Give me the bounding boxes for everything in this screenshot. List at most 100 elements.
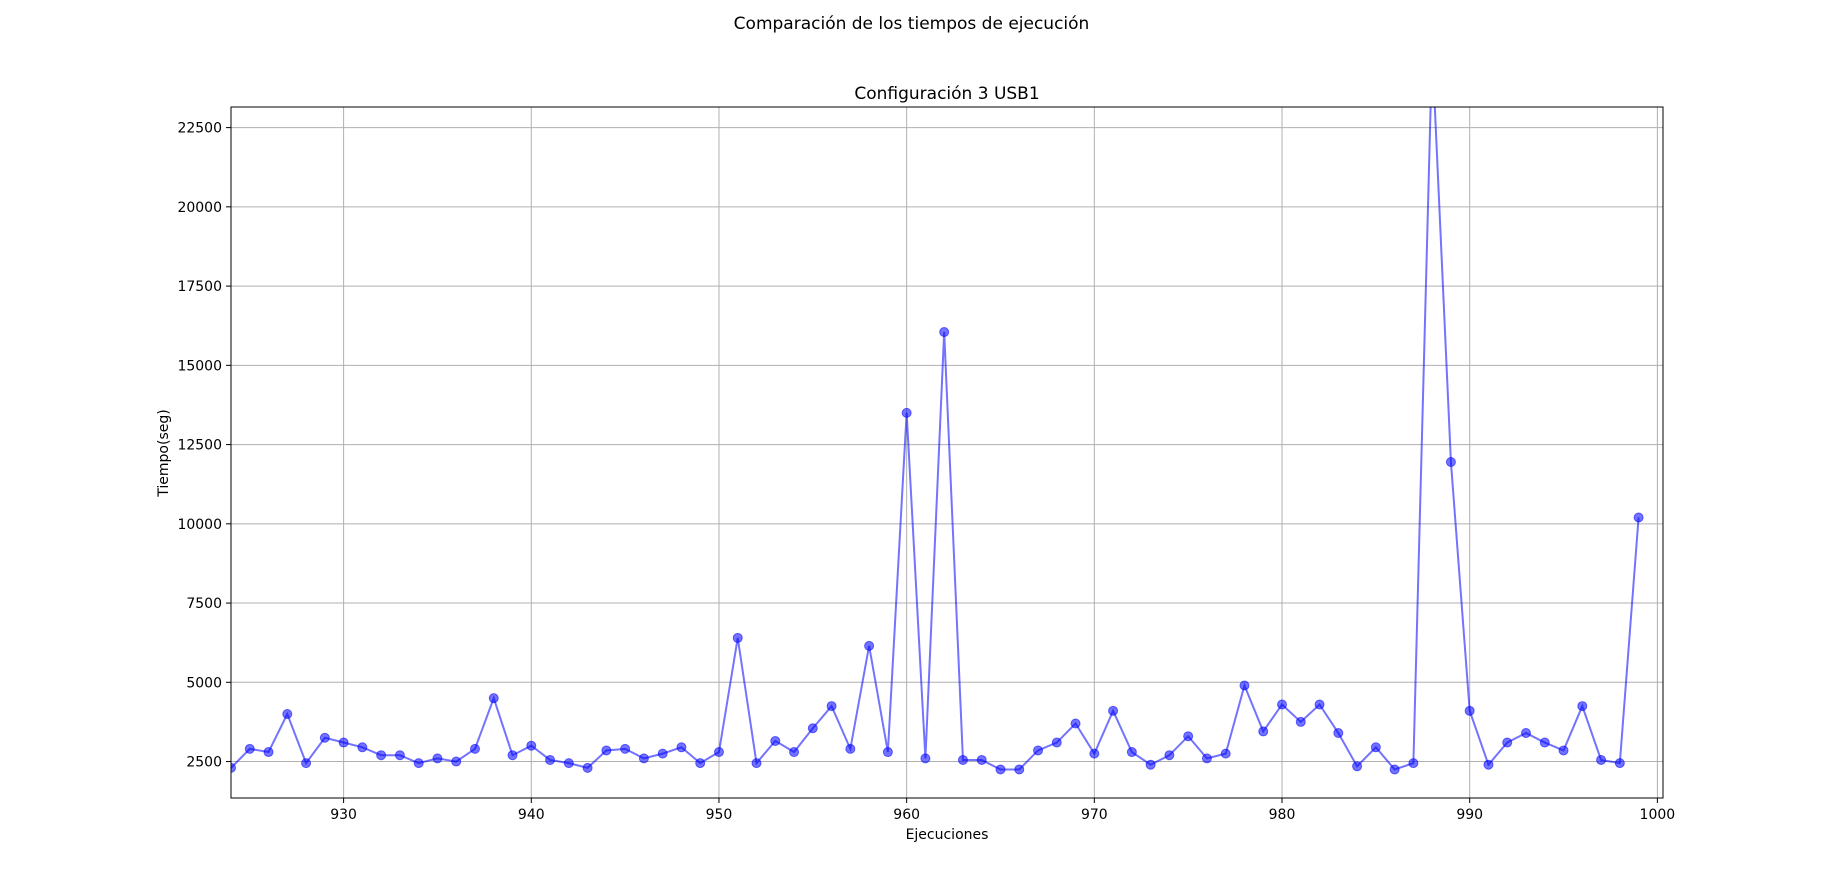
data-point bbox=[338, 737, 349, 748]
x-tick-label: 1000 bbox=[1640, 807, 1676, 823]
data-point bbox=[488, 693, 499, 704]
data-point bbox=[413, 758, 424, 769]
x-tick-label: 970 bbox=[1081, 807, 1108, 823]
data-point bbox=[1502, 737, 1513, 748]
series-line bbox=[231, 107, 1640, 771]
grid bbox=[231, 107, 1663, 798]
data-point bbox=[620, 743, 631, 754]
data-point bbox=[1070, 718, 1081, 729]
data-point bbox=[1633, 512, 1644, 523]
data-point bbox=[1596, 754, 1607, 765]
data-point bbox=[976, 754, 987, 765]
x-tick-label: 930 bbox=[330, 807, 357, 823]
data-point bbox=[638, 753, 649, 764]
data-point bbox=[676, 742, 687, 753]
data-point bbox=[1258, 726, 1269, 737]
data-point bbox=[901, 407, 912, 418]
data-point bbox=[807, 723, 818, 734]
data-point bbox=[282, 709, 293, 720]
data-point bbox=[432, 753, 443, 764]
x-axis-label: Ejecuciones bbox=[906, 827, 989, 843]
data-point bbox=[563, 758, 574, 769]
axes-title: Configuración 3 USB1 bbox=[854, 84, 1039, 104]
data-point bbox=[1389, 764, 1400, 775]
data-point bbox=[732, 632, 743, 643]
data-point bbox=[845, 743, 856, 754]
data-point bbox=[1201, 753, 1212, 764]
plot-area-background bbox=[231, 107, 1663, 798]
x-tick-label: 990 bbox=[1456, 807, 1483, 823]
y-tick-label: 22500 bbox=[177, 121, 222, 137]
y-tick-label: 15000 bbox=[177, 358, 222, 374]
data-point bbox=[469, 743, 480, 754]
data-point bbox=[1277, 699, 1288, 710]
data-point bbox=[864, 640, 875, 651]
y-tick-label: 12500 bbox=[177, 438, 222, 454]
x-tick-label: 940 bbox=[518, 807, 545, 823]
data-point bbox=[1126, 747, 1137, 758]
data-point bbox=[657, 748, 668, 759]
y-axis-label: Tiempo(seg) bbox=[156, 409, 172, 497]
data-point bbox=[376, 750, 387, 761]
data-point bbox=[582, 762, 593, 773]
data-point bbox=[1183, 731, 1194, 742]
x-tick-label: 950 bbox=[706, 807, 733, 823]
y-tick-label: 5000 bbox=[186, 675, 222, 691]
y-tick-label: 20000 bbox=[177, 200, 222, 216]
data-point bbox=[1333, 728, 1344, 739]
data-point bbox=[601, 745, 612, 756]
data-point bbox=[995, 764, 1006, 775]
x-axis-ticks: 930 940 950 960 970 980 990 1000 bbox=[330, 798, 1675, 823]
data-point bbox=[1577, 701, 1588, 712]
y-axis-ticks: 2500 5000 7500 10000 12500 15000 17500 20000 225… bbox=[177, 121, 231, 771]
y-tick-label: 10000 bbox=[177, 517, 222, 533]
data-point bbox=[1352, 761, 1363, 772]
data-point bbox=[1295, 716, 1306, 727]
data-point bbox=[920, 753, 931, 764]
data-point bbox=[882, 747, 893, 758]
data-point bbox=[1428, 44, 1437, 53]
data-point bbox=[1089, 748, 1100, 759]
data-point bbox=[1220, 748, 1231, 759]
data-point bbox=[789, 747, 800, 758]
data-point bbox=[1558, 745, 1569, 756]
data-point bbox=[1445, 457, 1456, 468]
data-point bbox=[1539, 737, 1550, 748]
data-point bbox=[244, 743, 255, 754]
data-point bbox=[1239, 680, 1250, 691]
data-point bbox=[957, 754, 968, 765]
data-point bbox=[770, 735, 781, 746]
y-tick-label: 7500 bbox=[186, 596, 222, 612]
data-point bbox=[231, 762, 236, 773]
data-point bbox=[1051, 737, 1062, 748]
data-point bbox=[1370, 742, 1381, 753]
data-point bbox=[357, 742, 368, 753]
data-point bbox=[1408, 758, 1419, 769]
data-point bbox=[1145, 759, 1156, 770]
data-point bbox=[526, 740, 537, 751]
data-point bbox=[1014, 764, 1025, 775]
data-point bbox=[751, 758, 762, 769]
data-point bbox=[695, 758, 706, 769]
data-point bbox=[301, 758, 312, 769]
data-point bbox=[263, 747, 274, 758]
data-point bbox=[1164, 750, 1175, 761]
data-point bbox=[1464, 705, 1475, 716]
data-point bbox=[319, 732, 330, 743]
data-point bbox=[1483, 759, 1494, 770]
data-point bbox=[1108, 705, 1119, 716]
data-point bbox=[545, 754, 556, 765]
data-point bbox=[939, 327, 950, 338]
data-point bbox=[1614, 758, 1625, 769]
data-point bbox=[1520, 728, 1531, 739]
data-point bbox=[713, 747, 724, 758]
data-point bbox=[394, 750, 405, 761]
data-point bbox=[826, 701, 837, 712]
figure-suptitle: Comparación de los tiempos de ejecución bbox=[733, 14, 1090, 34]
x-tick-label: 960 bbox=[893, 807, 920, 823]
data-point bbox=[1314, 699, 1325, 710]
x-tick-label: 980 bbox=[1269, 807, 1296, 823]
data-point bbox=[451, 756, 462, 767]
series-layer bbox=[231, 44, 1644, 775]
